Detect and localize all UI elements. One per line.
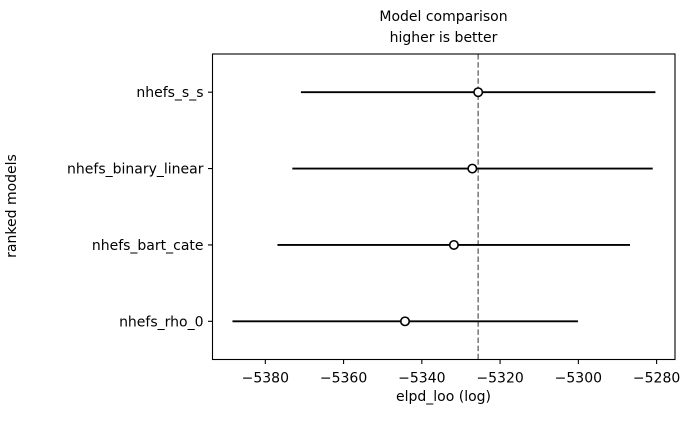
x-tick-label: −5280 (633, 371, 680, 387)
x-tick-label: −5360 (320, 371, 367, 387)
y-category-label: nhefs_rho_0 (119, 314, 203, 330)
y-category-label: nhefs_binary_linear (67, 162, 204, 178)
y-category-label: nhefs_bart_cate (92, 238, 204, 254)
chart-title-block: Model comparison higher is better (212, 7, 675, 49)
x-tick-label: −5320 (476, 371, 523, 387)
x-tick-label: −5340 (398, 371, 445, 387)
elpd-marker (448, 239, 459, 250)
y-category-label: nhefs_s_s (136, 85, 203, 101)
elpd-marker (467, 163, 478, 174)
x-tick-label: −5380 (242, 371, 289, 387)
chart-title: Model comparison (379, 9, 508, 25)
elpd-marker (473, 87, 484, 98)
axes-frame (211, 53, 676, 361)
x-tick-label: −5300 (555, 371, 602, 387)
chart-subtitle: higher is better (389, 30, 498, 46)
y-axis-label: ranked models (4, 154, 20, 258)
elpd-marker (400, 316, 411, 327)
x-axis-label: elpd_loo (log) (395, 389, 491, 405)
